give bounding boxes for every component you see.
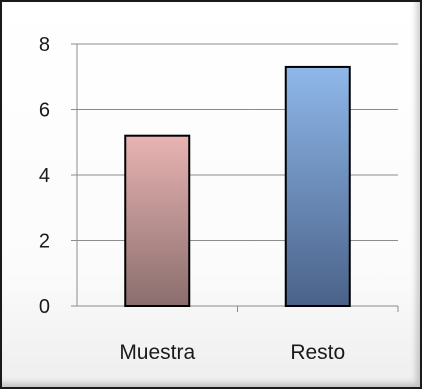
labels: 0 2 4 6 8 Muestra Resto — [39, 34, 345, 364]
y-tick-label: 8 — [39, 34, 50, 56]
x-tick-label: Resto — [290, 341, 345, 364]
y-tick-label: 4 — [39, 165, 50, 187]
y-tick-label: 2 — [39, 231, 50, 253]
x-tick-label: Muestra — [119, 341, 195, 364]
y-tick-label: 6 — [39, 100, 50, 122]
bars — [124, 65, 351, 307]
bar-resto — [284, 65, 351, 307]
bar-muestra — [124, 134, 191, 307]
y-tick-label: 0 — [39, 296, 50, 318]
